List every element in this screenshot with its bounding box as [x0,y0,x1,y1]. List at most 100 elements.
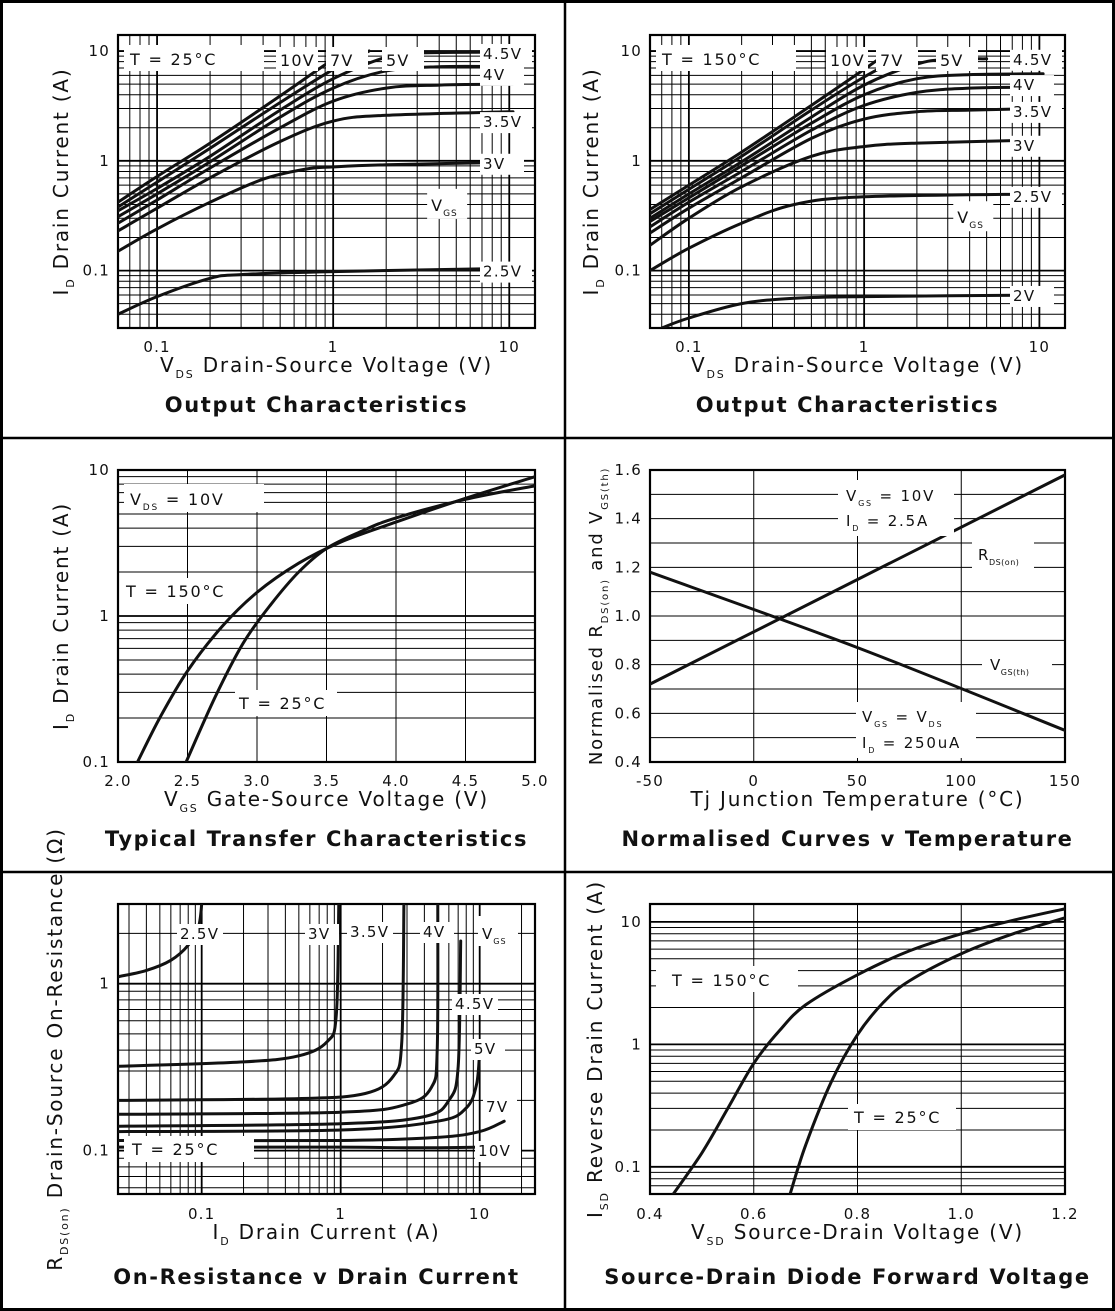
y-tick-label: 0.1 [615,262,642,280]
plot-frame [116,33,537,330]
chart-title: Typical Transfer Characteristics [105,827,528,851]
y-tick-label: 1.0 [615,607,642,625]
x-tick-label: 0.1 [188,1205,215,1223]
y-tick-label: 0.1 [83,1142,110,1160]
chart-panel-2: 0.1 1 10 0.1 1 10 VDS Drain-Source Voltage (V)… [579,33,1067,417]
series-label: 5V [474,1040,496,1058]
series-line-10v [650,49,892,211]
series-label-150c: T = 150°C [125,582,225,601]
series-label: 3V [1013,137,1035,155]
series-line-4-5v [650,72,1045,223]
series-line-2-5v [650,192,1045,273]
series-label: 2.5V [483,263,522,281]
series-label: 4V [423,923,445,941]
series-label: 4.5V [483,45,522,63]
series-label-25c: T = 25°C [238,694,326,713]
plot-frame [116,902,537,1196]
condition-vgs: VGS = 10V [846,487,935,508]
series-line-t-25-c [788,916,1065,1194]
condition-id-250ua: ID = 250uA [862,734,961,755]
chart-panel-6: 0.4 0.6 0.8 1.0 1.2 0.1 1 10 VSD Source-Drain Vo… [583,880,1091,1289]
y-tick-label: 0.1 [83,262,110,280]
x-tick-label: 1 [335,1205,346,1223]
x-tick-label: 10 [469,1205,491,1223]
y-tick-label: 1 [631,152,642,170]
series-label: 4V [483,66,505,84]
x-tick-label: 0.4 [636,1205,663,1223]
condition-label: T = 25°C [131,1140,219,1159]
x-tick-label: 10 [499,338,521,356]
x-tick-label: 50 [847,772,869,790]
series-label: 10V [478,1142,511,1160]
chart-panel-4: -50 0 50 100 150 0.4 0.6 0.8 1.0 1.2 1.4 1.6 Tj Junc… [586,461,1081,851]
x-tick-label: 1 [328,338,339,356]
series-label: 2.5V [180,925,219,943]
x-tick-label: 0.8 [844,1205,871,1223]
x-tick-label: 1.2 [1051,1205,1078,1223]
series-label-25c: T = 25°C [853,1108,941,1127]
x-axis-label: Tj Junction Temperature (°C) [689,787,1024,811]
y-tick-label: 1 [99,975,110,993]
y-axis-label: RDS(on) Drain-Source On-Resistance (Ω) [43,827,71,1270]
x-tick-label: 150 [1049,772,1081,790]
x-tick-label: 0.1 [675,338,702,356]
y-tick-label: 0.6 [615,704,642,722]
y-axis-label: ID Drain Current (A) [579,68,607,296]
x-axis-label: VDS Drain-Source Voltage (V) [160,353,493,381]
series-label: 2V [1013,287,1035,305]
annotations: T = 150°C 10V 7V 5V 4.5V 4V 3.5V 3V 2.5V 2V VGS [656,45,1062,307]
y-axis-label: ISD Reverse Drain Current (A) [583,880,611,1218]
x-tick-label: 3.0 [243,772,270,790]
plot-frame [648,33,1067,330]
series-label: 3V [483,155,505,173]
series-line-3v [118,160,515,253]
series-line-t-150-c [136,475,535,762]
series-line-2-5v [118,266,515,316]
y-axis-label: Normalised RDS(on) and VGS(th) [586,467,611,765]
x-axis-label: VSD Source-Drain Voltage (V) [691,1220,1024,1248]
series-label: 3.5V [1013,103,1052,121]
y-tick-label: 1.6 [615,461,642,479]
x-tick-label: 10 [1029,338,1051,356]
series-line-4v [650,85,1045,229]
series-label: 3.5V [350,923,389,941]
y-tick-label: 0.8 [615,656,642,674]
series-label: 3.5V [483,113,522,131]
series-label: 10V [830,51,865,70]
condition-label: VDS = 10V [130,490,225,513]
chart-title: Output Characteristics [696,393,999,417]
series-line-3v [650,138,1045,247]
x-tick-label: 2.0 [104,772,131,790]
series-line-5v [118,1048,482,1134]
series-line-r-ds-on [650,473,1065,686]
series-line-3-5v [118,904,406,1102]
series-group [650,49,1045,328]
plot-grid [650,904,1065,1194]
y-tick-label: 0.4 [615,753,642,771]
x-axis-label: VDS Drain-Source Voltage (V) [691,353,1024,381]
y-tick-label: 10 [89,42,111,60]
chart-panel-3: 2.0 2.5 3.0 3.5 4.0 4.5 5.0 0.1 1 10 VGS Gate-Sour… [49,461,548,851]
series-line-v-gs-th [650,570,1065,732]
chart-title: On-Resistance v Drain Current [113,1265,519,1289]
series-label: 7V [880,51,904,70]
y-tick-label: 10 [621,913,643,931]
y-tick-label: 1.2 [615,558,642,576]
series-group [671,907,1065,1194]
series-line-t-150-c [671,907,1065,1194]
annotations: VDS = 10V T = 150°C T = 25°C [122,484,337,716]
series-label: 4.5V [1013,51,1052,69]
legend-vgs-label: VGS [482,925,507,946]
chart-title: Source-Drain Diode Forward Voltage [604,1265,1091,1289]
series-label: 10V [280,51,315,70]
annotations: T = 25°C 2.5V 3V 3.5V 4V 4.5V 5V 7V 10V VGS [124,916,521,1162]
series-label-rdson: RDS(on) [978,546,1019,567]
x-tick-label: 2.5 [174,772,201,790]
series-line-7v [650,49,915,216]
series-label: 3V [308,925,330,943]
y-tick-label: 0.1 [615,1158,642,1176]
chart-title: Normalised Curves v Temperature [621,827,1073,851]
legend-vgs-label: VGS [957,208,984,231]
series-group [136,475,535,762]
